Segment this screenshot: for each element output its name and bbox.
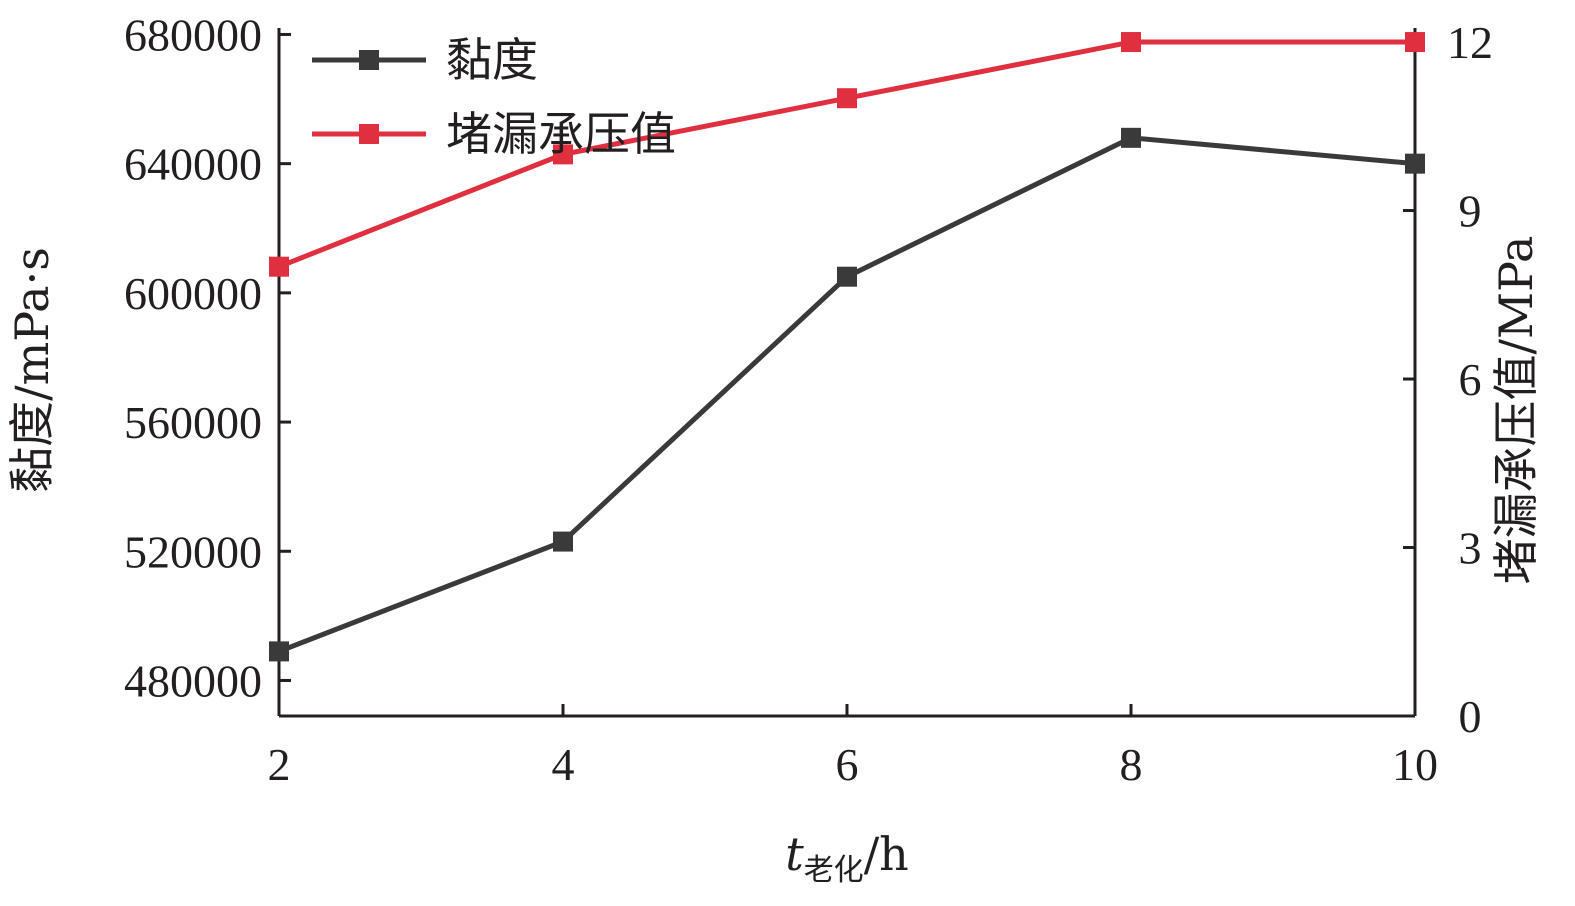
legend-item: 黏度	[312, 33, 538, 87]
x-tick-label: 6	[836, 739, 859, 790]
data-point-marker	[837, 88, 857, 109]
data-point-marker	[1405, 153, 1425, 174]
right-y-axis-ticks: 0 3 6 9 12	[1403, 17, 1493, 742]
legend-item: 堵漏承压值	[312, 107, 676, 161]
data-point-marker	[1121, 32, 1141, 53]
right-y-tick-label: 0	[1459, 691, 1482, 742]
series-layer	[269, 32, 1425, 662]
data-point-marker	[553, 531, 573, 552]
x-axis-title-unit: /h	[864, 827, 909, 881]
x-tick-label: 2	[268, 739, 291, 790]
left-y-tick-label: 680000	[124, 9, 262, 60]
right-y-tick-label: 12	[1447, 17, 1493, 68]
right-y-tick-label: 9	[1459, 186, 1482, 237]
series-viscosity	[269, 127, 1425, 662]
x-tick-label: 8	[1120, 739, 1143, 790]
legend-marker-swatch	[359, 124, 379, 144]
series-line	[278, 135, 1416, 654]
data-point-marker	[837, 266, 857, 287]
x-axis-title-subscript: 老化	[804, 853, 864, 888]
right-y-tick-label: 6	[1459, 354, 1482, 405]
legend-marker-swatch	[359, 50, 379, 70]
right-y-tick-label: 3	[1459, 523, 1482, 574]
data-point-marker	[1405, 32, 1425, 53]
left-y-tick-label: 480000	[124, 655, 262, 706]
left-y-tick-label: 640000	[124, 139, 262, 190]
left-y-tick-label: 600000	[124, 268, 262, 319]
data-point-marker	[269, 641, 289, 662]
x-axis-title-variable: t	[785, 827, 804, 881]
x-axis-title: t老化/h	[785, 827, 909, 888]
left-y-tick-label: 560000	[124, 397, 262, 448]
x-tick-label: 10	[1392, 739, 1438, 790]
x-tick-label: 4	[552, 739, 575, 790]
left-y-axis-ticks: 480000 520000 560000 600000 640000 680000	[124, 9, 291, 706]
legend-label: 黏度	[446, 33, 538, 87]
data-point-marker	[553, 144, 573, 165]
left-y-tick-label: 520000	[124, 526, 262, 577]
right-y-axis-title: 堵漏承压值/MPa	[1489, 236, 1543, 585]
legend-label: 堵漏承压值	[446, 107, 676, 161]
x-axis-ticks: 2 4 6 8 10	[268, 704, 1438, 790]
left-y-axis-title: 黏度/mPa·s	[5, 247, 59, 493]
data-point-marker	[269, 256, 289, 277]
data-point-marker	[1121, 127, 1141, 148]
series-pressure	[269, 32, 1425, 277]
